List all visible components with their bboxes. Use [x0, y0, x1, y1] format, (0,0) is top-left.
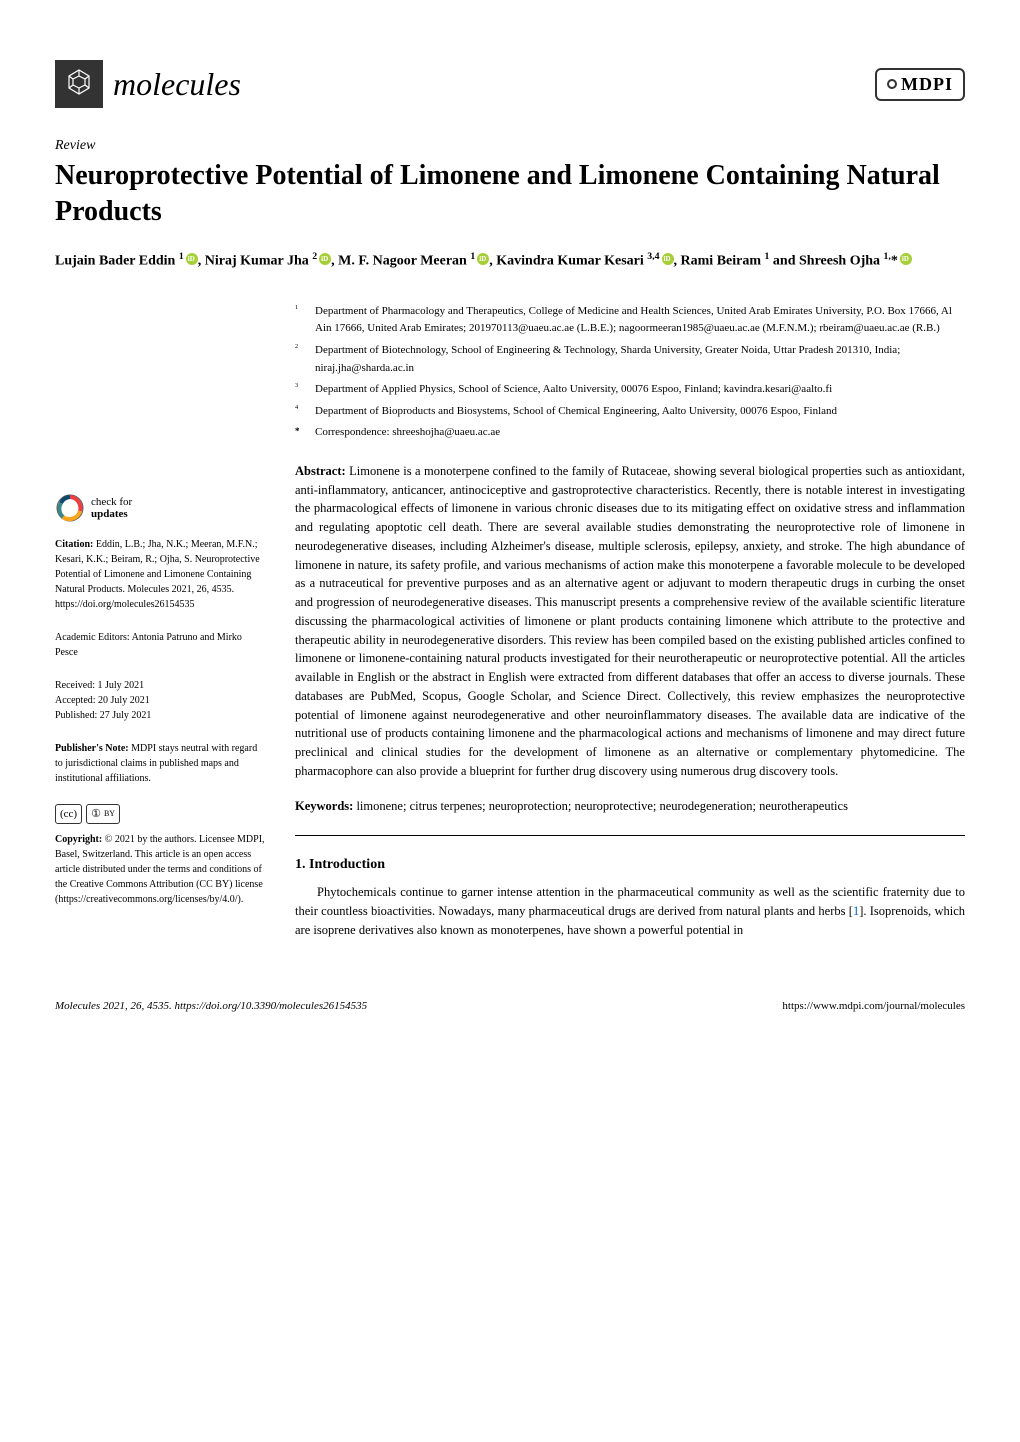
copyright-block: Copyright: © 2021 by the authors. Licens… — [55, 832, 265, 907]
cc-icon: (cc) — [60, 806, 77, 823]
publisher-logo: MDPI — [875, 68, 965, 101]
citation-block: Citation: Eddin, L.B.; Jha, N.K.; Meeran… — [55, 537, 265, 612]
journal-name: molecules — [113, 66, 241, 103]
check-updates-badge[interactable]: check forupdates — [55, 493, 265, 523]
copyright-label: Copyright: — [55, 834, 102, 845]
affiliations: 1Department of Pharmacology and Therapeu… — [295, 303, 965, 442]
affiliation-3: Department of Applied Physics, School of… — [315, 381, 965, 399]
intro-paragraph: Phytochemicals continue to garner intens… — [295, 883, 965, 939]
section-heading-1: 1. Introduction — [295, 854, 965, 875]
affiliation-4: Department of Bioproducts and Biosystems… — [315, 403, 965, 421]
by-icon: ① — [91, 806, 101, 823]
keywords-label: Keywords: — [295, 799, 353, 813]
correspondence: Correspondence: shreeshojha@uaeu.ac.ae — [315, 424, 965, 442]
keywords-text: limonene; citrus terpenes; neuroprotecti… — [356, 799, 847, 813]
footer-citation: Molecules 2021, 26, 4535. https://doi.or… — [55, 1000, 367, 1012]
dates-block: Received: 1 July 2021 Accepted: 20 July … — [55, 678, 265, 723]
affiliation-1: Department of Pharmacology and Therapeut… — [315, 303, 965, 338]
publisher-name: MDPI — [901, 74, 953, 95]
divider — [295, 835, 965, 836]
orcid-icon[interactable] — [319, 253, 331, 265]
molecules-icon — [55, 60, 103, 108]
orcid-icon[interactable] — [900, 253, 912, 265]
orcid-icon[interactable] — [186, 253, 198, 265]
authors-line: Lujain Bader Eddin 1, Niraj Kumar Jha 2,… — [55, 249, 965, 273]
article-type: Review — [55, 138, 965, 154]
sidebar: check forupdates Citation: Eddin, L.B.; … — [55, 303, 265, 940]
keywords: Keywords: limonene; citrus terpenes; neu… — [295, 797, 965, 816]
orcid-icon[interactable] — [662, 253, 674, 265]
affiliation-2: Department of Biotechnology, School of E… — [315, 342, 965, 377]
main-column: 1 Department of Pharmacology and Therapeu… — [295, 303, 965, 940]
accepted-date: Accepted: 20 July 2021 — [55, 693, 265, 708]
editors-block: Academic Editors: Antonia Patruno and Mi… — [55, 630, 265, 660]
abstract-text: Limonene is a monoterpene confined to th… — [295, 464, 965, 778]
page-header: molecules MDPI — [55, 60, 965, 108]
mdpi-dot-icon — [887, 79, 897, 89]
footer-url[interactable]: https://www.mdpi.com/journal/molecules — [782, 1000, 965, 1012]
article-title: Neuroprotective Potential of Limonene an… — [55, 158, 965, 231]
page-footer: Molecules 2021, 26, 4535. https://doi.or… — [0, 990, 1020, 1042]
journal-logo: molecules — [55, 60, 241, 108]
editors-label: Academic Editors: — [55, 632, 130, 643]
abstract-label: Abstract: — [295, 464, 346, 478]
publisher-note-label: Publisher's Note: — [55, 743, 129, 754]
check-updates-icon — [55, 493, 85, 523]
citation-label: Citation: — [55, 539, 93, 550]
published-date: Published: 27 July 2021 — [55, 708, 265, 723]
received-date: Received: 1 July 2021 — [55, 678, 265, 693]
publisher-note-block: Publisher's Note: MDPI stays neutral wit… — [55, 741, 265, 786]
ref-link-1[interactable]: 1 — [853, 904, 859, 918]
orcid-icon[interactable] — [477, 253, 489, 265]
abstract: Abstract: Limonene is a monoterpene conf… — [295, 462, 965, 781]
check-updates-label: check forupdates — [91, 496, 132, 520]
cc-license-badge[interactable]: (cc) ①BY — [55, 804, 265, 825]
